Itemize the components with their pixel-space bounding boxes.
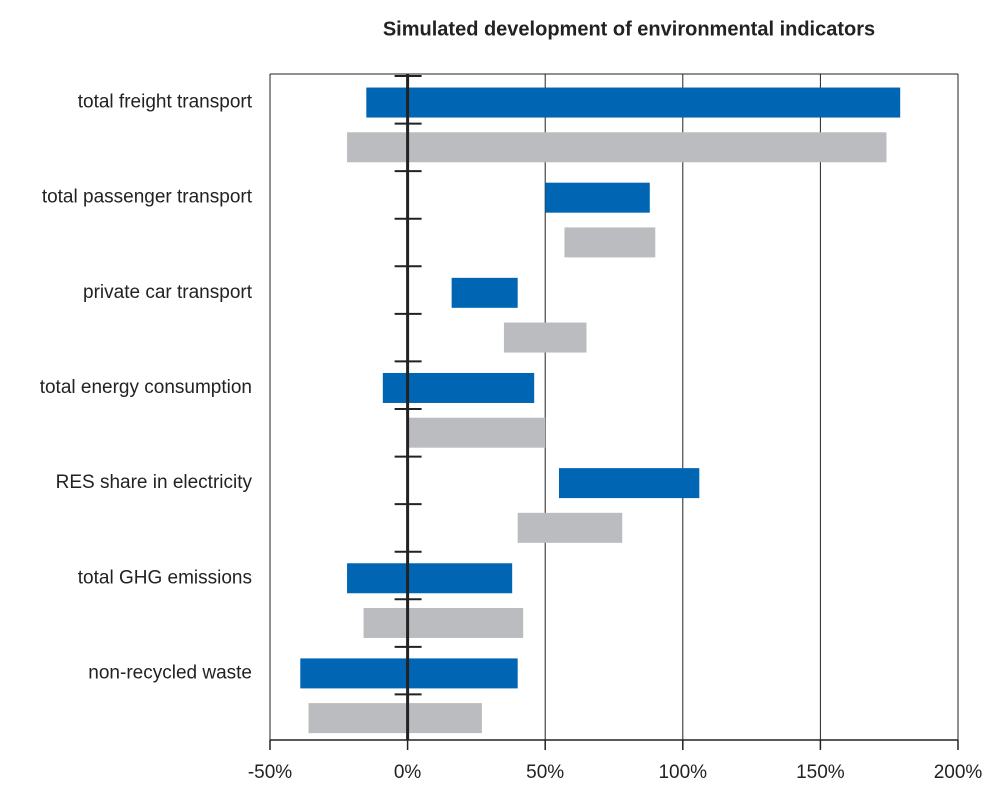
bar — [347, 563, 513, 594]
x-tick-label: 200% — [934, 762, 983, 783]
y-tick-label: total energy consumption — [40, 377, 252, 398]
bar — [517, 512, 623, 543]
x-tick-label: 50% — [526, 762, 564, 783]
y-tick-label: total freight transport — [78, 92, 253, 113]
bar — [503, 322, 587, 353]
chart-title: Simulated development of environmental i… — [383, 18, 875, 40]
y-tick-label: private car transport — [83, 282, 253, 303]
y-tick-label: total GHG emissions — [78, 567, 252, 588]
bar — [564, 227, 656, 258]
y-tick-label: non-recycled waste — [88, 662, 252, 683]
x-tick-label: 100% — [658, 762, 707, 783]
x-tick-label: 0% — [394, 762, 422, 783]
x-tick-label: -50% — [248, 762, 292, 783]
y-tick-label: total passenger transport — [42, 187, 253, 208]
y-tick-label: RES share in electricity — [56, 472, 253, 493]
bar — [407, 417, 546, 448]
bar — [308, 703, 482, 734]
x-tick-label: 150% — [796, 762, 845, 783]
bar — [363, 607, 524, 638]
bar — [545, 182, 650, 213]
bar — [382, 372, 535, 403]
bar — [558, 468, 700, 499]
bar — [451, 277, 518, 308]
bar — [347, 132, 887, 163]
bar — [366, 87, 901, 118]
